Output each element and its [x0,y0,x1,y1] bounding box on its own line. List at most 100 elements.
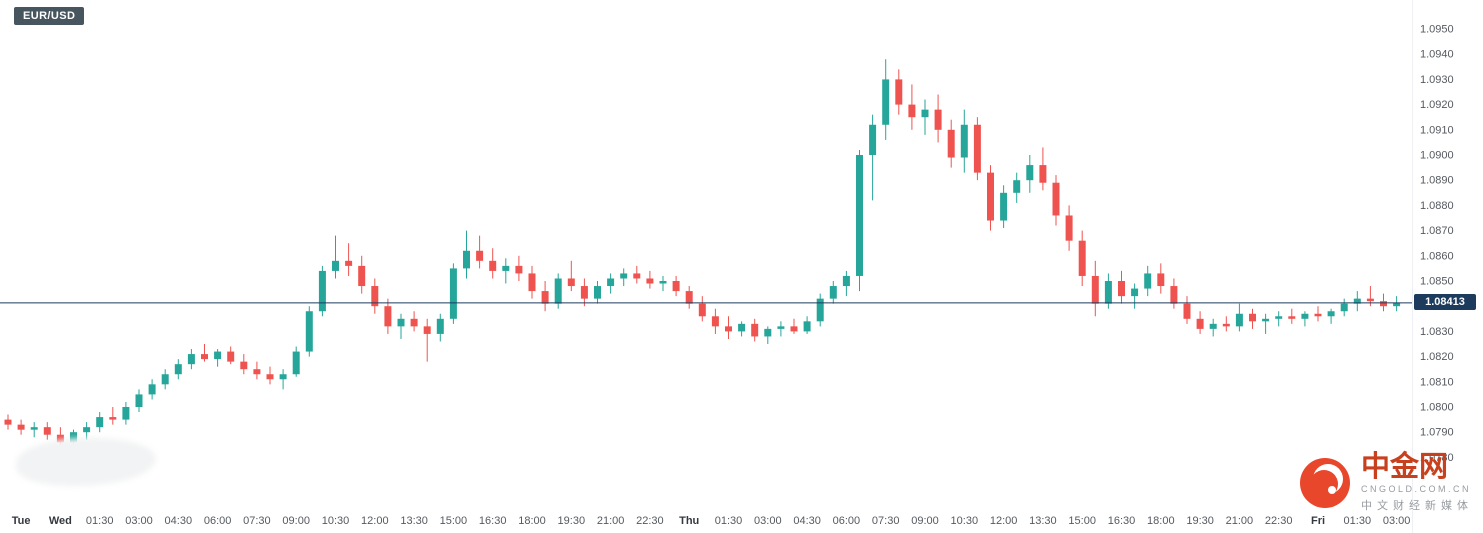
watermark-text-block: 中金网 CNGOLD.COM.CN 中文财经新媒体 [1361,453,1473,513]
time-tick-label: 12:00 [990,515,1018,527]
candle [30,422,38,438]
watermark-brand: 中金网 [1361,451,1449,483]
candle [607,273,615,294]
candle [1393,296,1401,312]
candle [1249,308,1256,329]
candle [1131,283,1139,309]
time-tick-label: 21:00 [597,515,625,527]
time-tick-label: 19:30 [1186,515,1214,527]
time-tick-label: 16:30 [1108,515,1136,527]
candle [148,379,156,400]
price-tick-label: 1.0860 [1420,250,1454,262]
time-tick-label: 07:30 [243,515,271,527]
price-tick-label: 1.0930 [1420,74,1454,86]
time-tick-label: 18:00 [518,515,546,527]
candle [869,114,877,201]
candle [1039,147,1047,191]
time-tick-label: 22:30 [636,515,664,527]
candle [214,349,222,367]
time-tick-label: 04:30 [165,515,193,527]
candle [882,59,890,140]
time-tick-label: 15:00 [440,515,468,527]
candle [371,278,379,314]
candle [449,263,457,324]
candle [1209,318,1217,337]
candle [646,270,654,289]
candle [960,109,968,173]
price-tick-label: 1.0940 [1420,49,1454,61]
candle [266,366,274,385]
time-tick-label: Wed [49,515,72,527]
candle [751,318,759,342]
candle [489,248,497,279]
time-tick-label: 21:00 [1226,515,1254,527]
candle [410,311,418,332]
candle [240,354,248,375]
price-tick-label: 1.0780 [1420,452,1454,464]
candle [279,369,287,390]
candle [476,235,484,269]
candle [1222,316,1230,332]
candle [1327,308,1335,324]
time-tick-label: 18:00 [1147,515,1175,527]
candle [1314,306,1322,322]
candle [921,99,929,135]
candle [1380,293,1387,312]
candle [83,422,91,440]
time-tick-label: 03:00 [754,515,782,527]
time-tick-label: 13:30 [1029,515,1057,527]
candle [345,243,353,276]
candle [541,281,549,312]
candle [397,313,405,339]
candle [594,281,601,304]
candle [1262,313,1270,334]
candle [816,293,824,327]
candle [463,230,470,279]
candle [973,117,981,181]
time-tick-label: 06:00 [833,515,861,527]
price-tick-label: 1.0920 [1420,99,1454,111]
candle [253,361,261,380]
price-tick-label: 1.0880 [1420,200,1454,212]
candle [829,281,837,304]
candle [1157,263,1165,294]
price-tick-label: 1.0890 [1420,175,1454,187]
candle [423,318,431,362]
price-tick-label: 1.0870 [1420,225,1454,237]
time-tick-label: 09:00 [911,515,939,527]
candle [725,316,732,339]
candle [1288,308,1296,324]
cngold-logo-icon [1300,458,1350,508]
candle [567,260,575,292]
time-tick-label: 07:30 [872,515,900,527]
candle [1104,273,1112,309]
candle [1340,298,1348,317]
candle [633,265,641,284]
candle [515,255,523,281]
candle [908,84,916,130]
price-tick-label: 1.0910 [1420,124,1454,136]
time-tick-label: 12:00 [361,515,389,527]
candle [698,296,706,322]
candle [1052,175,1060,226]
candle [318,265,326,317]
candle [1091,260,1099,317]
candle [738,321,746,337]
time-tick-label: 13:30 [400,515,428,527]
candle [436,313,444,342]
price-tick-label: 1.0810 [1420,376,1454,388]
candle [1000,185,1008,229]
time-tick-label: 19:30 [558,515,586,527]
candle [1013,172,1021,203]
candle [987,165,994,231]
candle [1144,265,1152,297]
candle [1196,311,1204,334]
candle [1078,230,1086,287]
candle [790,318,798,334]
time-tick-label: 03:00 [1383,515,1411,527]
candle [685,286,693,309]
candle [1065,205,1073,251]
candle [358,255,366,294]
candle [659,275,667,292]
